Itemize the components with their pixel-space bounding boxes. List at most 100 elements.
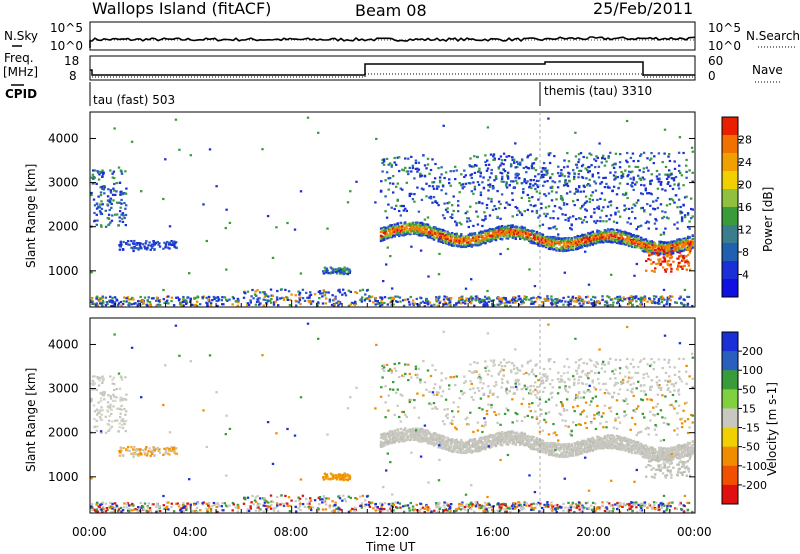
heatmap-cell — [333, 509, 337, 512]
heatmap-cell — [420, 234, 424, 237]
heatmap-cell — [425, 229, 428, 232]
heatmap-cell — [690, 207, 693, 211]
heatmap-cell — [556, 240, 560, 243]
heatmap-cell — [513, 226, 516, 229]
heatmap-cell — [277, 304, 280, 307]
heatmap-cell — [96, 304, 100, 307]
heatmap-cell — [379, 237, 383, 240]
heatmap-cell — [494, 175, 498, 178]
heatmap-cell — [163, 507, 166, 510]
heatmap-cell — [457, 299, 461, 302]
heatmap-cell — [461, 241, 464, 244]
heatmap-cell — [454, 220, 457, 223]
heatmap-cell — [486, 289, 489, 293]
heatmap-cell — [642, 151, 646, 154]
heatmap-cell — [586, 501, 589, 504]
heatmap-cell — [426, 231, 430, 234]
heatmap-cell — [603, 198, 607, 201]
heatmap-cell — [514, 229, 517, 232]
heatmap-cell — [437, 240, 440, 243]
heatmap-cell — [517, 303, 521, 306]
heatmap-cell — [492, 158, 495, 161]
heatmap-cell — [562, 201, 566, 205]
heatmap-cell — [667, 217, 670, 220]
heatmap-cell — [639, 502, 643, 505]
heatmap-cell — [437, 230, 440, 233]
heatmap-cell — [547, 240, 551, 243]
heatmap-cell — [441, 228, 445, 231]
heatmap-cell — [411, 198, 415, 201]
heatmap-cell — [402, 505, 405, 508]
heatmap-cell — [506, 301, 509, 304]
heatmap-cell — [249, 301, 252, 304]
heatmap-cell — [500, 297, 503, 300]
heatmap-cell — [594, 189, 598, 192]
heatmap-cell — [481, 224, 484, 228]
heatmap-cell — [596, 237, 599, 240]
heatmap-cell — [673, 160, 676, 163]
heatmap-cell — [611, 228, 614, 231]
heatmap-cell — [364, 293, 367, 296]
heatmap-cell — [470, 501, 473, 504]
heatmap-cell — [466, 220, 469, 223]
heatmap-cell — [626, 161, 629, 164]
heatmap-cell — [453, 304, 456, 307]
heatmap-cell — [535, 232, 539, 235]
heatmap-cell — [425, 234, 428, 237]
heatmap-cell — [355, 180, 358, 183]
heatmap-cell — [124, 170, 127, 173]
heatmap-cell — [632, 188, 635, 191]
heatmap-cell — [564, 183, 568, 186]
heatmap-cell — [159, 509, 162, 513]
heatmap-cell — [381, 161, 384, 165]
heatmap-cell — [399, 300, 402, 303]
heatmap-cell — [454, 165, 457, 168]
heatmap-cell — [553, 155, 556, 158]
heatmap-cell — [532, 179, 535, 182]
noise-left-tick-bottom: 10^0 — [50, 39, 83, 53]
heatmap-cell — [635, 262, 638, 266]
heatmap-cell — [626, 196, 629, 200]
heatmap-cell — [632, 241, 635, 244]
heatmap-cell — [550, 239, 554, 242]
heatmap-cell — [499, 217, 502, 220]
heatmap-cell — [457, 200, 460, 203]
heatmap-cell — [167, 295, 170, 298]
heatmap-cell — [516, 166, 519, 169]
heatmap-cell — [594, 303, 597, 307]
heatmap-cell — [419, 249, 423, 252]
heatmap-cell — [590, 242, 593, 245]
heatmap-cell — [482, 304, 485, 307]
heatmap-cell — [419, 232, 422, 235]
heatmap-cell — [382, 160, 386, 163]
heatmap-cell — [334, 501, 337, 504]
heatmap-cell — [125, 297, 128, 300]
heatmap-cell — [652, 242, 655, 245]
heatmap-cell — [483, 211, 486, 214]
heatmap-cell — [585, 177, 588, 180]
heatmap-cell — [449, 507, 452, 510]
heatmap-cell — [567, 248, 570, 251]
heatmap-cell — [293, 228, 297, 231]
heatmap-cell — [514, 301, 517, 304]
heatmap-cell — [640, 224, 643, 227]
heatmap-cell — [664, 268, 667, 271]
heatmap-cell — [440, 233, 443, 236]
heatmap-cell — [458, 296, 461, 300]
heatmap-cell — [309, 499, 313, 502]
heatmap-cell — [534, 204, 537, 207]
heatmap-cell — [603, 229, 607, 232]
heatmap-cell — [95, 297, 98, 300]
heatmap-cell — [180, 304, 183, 307]
heatmap-cell — [629, 184, 633, 187]
heatmap-cell — [112, 510, 115, 513]
heatmap-cell — [687, 262, 690, 265]
heatmap-cell — [438, 235, 442, 239]
heatmap-cell — [470, 244, 473, 247]
heatmap-cell — [623, 504, 626, 507]
heatmap-cell — [598, 302, 601, 305]
heatmap-cell — [649, 182, 652, 186]
heatmap-cell — [263, 497, 266, 500]
heatmap-cell — [253, 499, 257, 502]
heatmap-cell — [384, 228, 387, 231]
